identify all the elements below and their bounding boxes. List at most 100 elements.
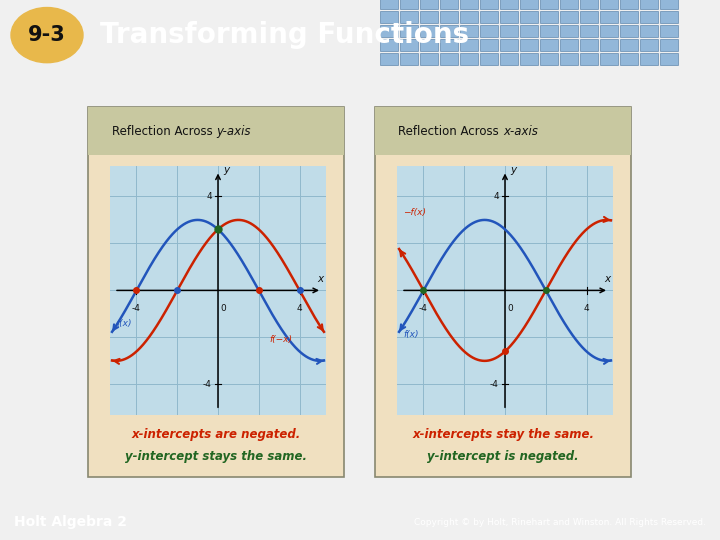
- Text: y-intercept is negated.: y-intercept is negated.: [427, 450, 579, 463]
- Bar: [460, 0, 478, 9]
- Bar: [460, 53, 478, 65]
- Bar: [460, 11, 478, 23]
- Bar: [500, 53, 518, 65]
- Bar: [480, 39, 498, 51]
- Text: -4: -4: [203, 380, 212, 389]
- Bar: [400, 25, 418, 37]
- Bar: [600, 0, 618, 9]
- Bar: [380, 25, 398, 37]
- Bar: [580, 53, 598, 65]
- Text: x-intercepts are negated.: x-intercepts are negated.: [131, 428, 301, 441]
- Text: y: y: [510, 165, 516, 175]
- Bar: [480, 53, 498, 65]
- Bar: [460, 25, 478, 37]
- Bar: [640, 39, 658, 51]
- Bar: [480, 11, 498, 23]
- Bar: [440, 39, 458, 51]
- Bar: [580, 11, 598, 23]
- Text: x: x: [317, 274, 323, 284]
- Text: x-axis: x-axis: [503, 125, 538, 138]
- Bar: [560, 25, 578, 37]
- Bar: [660, 25, 678, 37]
- Text: f(x): f(x): [116, 319, 132, 328]
- Bar: [620, 0, 638, 9]
- Bar: [420, 11, 438, 23]
- Bar: [520, 0, 538, 9]
- Bar: [660, 39, 678, 51]
- Bar: [500, 25, 518, 37]
- Text: 4: 4: [297, 305, 302, 314]
- Text: -4: -4: [490, 380, 499, 389]
- Bar: [560, 39, 578, 51]
- Bar: [400, 0, 418, 9]
- Text: 4: 4: [493, 192, 499, 201]
- Bar: [580, 0, 598, 9]
- Bar: [440, 25, 458, 37]
- Text: 0: 0: [507, 305, 513, 314]
- Bar: [440, 11, 458, 23]
- Bar: [580, 25, 598, 37]
- Bar: [540, 11, 558, 23]
- Bar: [660, 0, 678, 9]
- Text: -4: -4: [132, 305, 141, 314]
- Bar: [580, 39, 598, 51]
- Text: 9-3: 9-3: [28, 25, 66, 45]
- Bar: [560, 11, 578, 23]
- Bar: [640, 11, 658, 23]
- Bar: [420, 25, 438, 37]
- Bar: [600, 53, 618, 65]
- Bar: [460, 39, 478, 51]
- Bar: [540, 39, 558, 51]
- Bar: [400, 11, 418, 23]
- Bar: [480, 25, 498, 37]
- Text: Copyright © by Holt, Rinehart and Winston. All Rights Reserved.: Copyright © by Holt, Rinehart and Winsto…: [413, 518, 706, 527]
- Bar: [420, 39, 438, 51]
- Bar: [500, 39, 518, 51]
- Text: Reflection Across: Reflection Across: [398, 125, 503, 138]
- Text: 4: 4: [206, 192, 212, 201]
- Bar: [440, 53, 458, 65]
- Bar: [440, 0, 458, 9]
- Text: x-intercepts stay the same.: x-intercepts stay the same.: [412, 428, 594, 441]
- Bar: [540, 53, 558, 65]
- Bar: [660, 11, 678, 23]
- Bar: [620, 39, 638, 51]
- Bar: [660, 53, 678, 65]
- Bar: [600, 25, 618, 37]
- Bar: [380, 39, 398, 51]
- Text: y-intercept stays the same.: y-intercept stays the same.: [125, 450, 307, 463]
- Bar: [520, 39, 538, 51]
- Text: −f(x): −f(x): [403, 208, 426, 217]
- Bar: [600, 39, 618, 51]
- Bar: [420, 0, 438, 9]
- Bar: [380, 11, 398, 23]
- Bar: [375, 107, 631, 477]
- Bar: [640, 0, 658, 9]
- Bar: [380, 0, 398, 9]
- Bar: [88, 107, 344, 477]
- Text: x: x: [604, 274, 610, 284]
- Text: Reflection Across: Reflection Across: [112, 125, 216, 138]
- Bar: [540, 0, 558, 9]
- Bar: [600, 11, 618, 23]
- Bar: [520, 25, 538, 37]
- Bar: [540, 25, 558, 37]
- Bar: [400, 53, 418, 65]
- Bar: [620, 11, 638, 23]
- Text: -4: -4: [419, 305, 428, 314]
- Bar: [400, 39, 418, 51]
- Bar: [88, 107, 344, 155]
- Text: Transforming Functions: Transforming Functions: [100, 21, 469, 49]
- Bar: [375, 107, 631, 155]
- Bar: [500, 11, 518, 23]
- Bar: [380, 53, 398, 65]
- Bar: [480, 0, 498, 9]
- Text: f(x): f(x): [403, 330, 418, 339]
- Bar: [640, 53, 658, 65]
- Text: f(−x): f(−x): [269, 335, 292, 344]
- Bar: [520, 53, 538, 65]
- Bar: [620, 25, 638, 37]
- Text: Holt Algebra 2: Holt Algebra 2: [14, 516, 127, 529]
- Text: y-axis: y-axis: [216, 125, 251, 138]
- Bar: [560, 0, 578, 9]
